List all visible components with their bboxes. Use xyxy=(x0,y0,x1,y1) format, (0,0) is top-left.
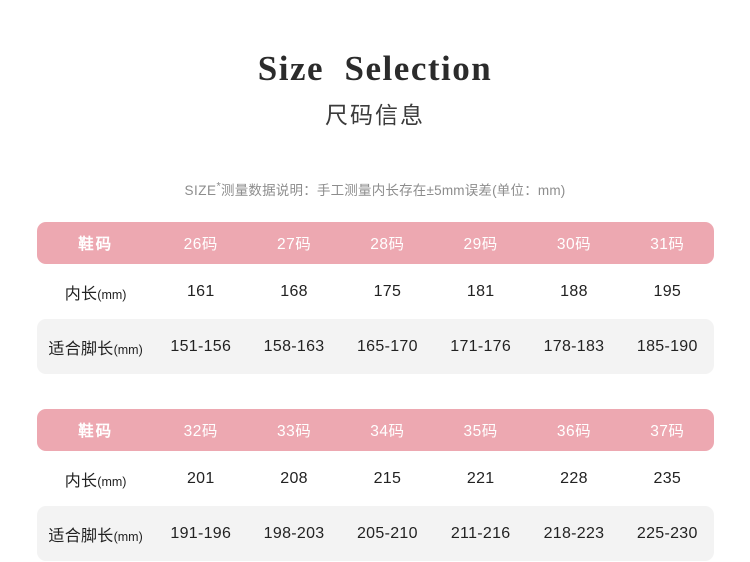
table-header-cell: 鞋码 xyxy=(37,222,155,264)
table-row: 内长(mm) 161 168 175 181 188 195 xyxy=(37,264,714,319)
table-cell: 205-210 xyxy=(340,506,435,561)
table-cell: 211-216 xyxy=(434,506,528,561)
table-cell: 225-230 xyxy=(620,506,714,561)
row-label-text: 内长 xyxy=(64,285,98,303)
table-cell: 228 xyxy=(527,451,621,506)
size-table-large: 鞋码 32码 33码 34码 35码 36码 37码 内长(mm) 201 20… xyxy=(37,409,714,561)
table-header-row: 鞋码 26码 27码 28码 29码 30码 31码 xyxy=(37,222,714,264)
note-text: 测量数据说明：手工测量内长存在±5mm误差(单位：mm) xyxy=(221,183,566,198)
page-title-english: Size Selection xyxy=(257,49,493,88)
table-header-cell: 31码 xyxy=(620,222,714,264)
table-header-cell: 28码 xyxy=(340,222,435,264)
row-label-text: 内长 xyxy=(64,472,98,490)
note-size-word: SIZE xyxy=(184,183,217,198)
table-header-cell: 鞋码 xyxy=(37,409,155,451)
row-label-foot-length: 适合脚长(mm) xyxy=(37,506,155,561)
table-cell: 185-190 xyxy=(620,319,714,374)
table-row: 适合脚长(mm) 191-196 198-203 205-210 211-216… xyxy=(37,506,714,561)
row-label-unit: (mm) xyxy=(113,529,143,544)
row-label-inner-length: 内长(mm) xyxy=(37,264,155,319)
table-cell: 158-163 xyxy=(247,319,341,374)
table-cell: 188 xyxy=(527,264,621,319)
table-cell: 198-203 xyxy=(247,506,341,561)
table-header-cell: 35码 xyxy=(434,409,528,451)
table-header-cell: 33码 xyxy=(247,409,341,451)
measurement-note: SIZE*测量数据说明：手工测量内长存在±5mm误差(单位：mm) xyxy=(0,181,750,201)
table-header-cell: 37码 xyxy=(620,409,714,451)
page-title-chinese: 尺码信息 xyxy=(325,102,425,128)
table-cell: 171-176 xyxy=(434,319,528,374)
table-cell: 161 xyxy=(154,264,248,319)
table-cell: 195 xyxy=(620,264,714,319)
table-cell: 191-196 xyxy=(154,506,248,561)
note-asterisk: * xyxy=(216,180,221,193)
table-cell: 178-183 xyxy=(527,319,621,374)
table-cell: 165-170 xyxy=(340,319,435,374)
table-row: 适合脚长(mm) 151-156 158-163 165-170 171-176… xyxy=(37,319,714,374)
table-cell: 208 xyxy=(247,451,341,506)
table-header-row: 鞋码 32码 33码 34码 35码 36码 37码 xyxy=(37,409,714,451)
row-label-text: 适合脚长 xyxy=(48,527,114,545)
row-label-unit: (mm) xyxy=(97,287,127,302)
title-block: Size Selection 尺码信息 xyxy=(0,48,750,130)
row-label-unit: (mm) xyxy=(113,342,143,357)
table-row: 内长(mm) 201 208 215 221 228 235 xyxy=(37,451,714,506)
table-header-cell: 29码 xyxy=(434,222,528,264)
row-label-text: 适合脚长 xyxy=(48,340,114,358)
table-cell: 168 xyxy=(247,264,341,319)
table-header-cell: 36码 xyxy=(527,409,621,451)
table-cell: 175 xyxy=(340,264,435,319)
table-cell: 235 xyxy=(620,451,714,506)
table-cell: 221 xyxy=(434,451,528,506)
table-cell: 218-223 xyxy=(527,506,621,561)
row-label-inner-length: 内长(mm) xyxy=(37,451,155,506)
row-label-unit: (mm) xyxy=(97,474,127,489)
table-header-cell: 30码 xyxy=(527,222,621,264)
table-cell: 215 xyxy=(340,451,435,506)
row-label-foot-length: 适合脚长(mm) xyxy=(37,319,155,374)
table-header-cell: 32码 xyxy=(154,409,248,451)
table-header-cell: 34码 xyxy=(340,409,435,451)
table-cell: 151-156 xyxy=(154,319,248,374)
table-cell: 201 xyxy=(154,451,248,506)
table-header-cell: 27码 xyxy=(247,222,341,264)
table-cell: 181 xyxy=(434,264,528,319)
size-table-small: 鞋码 26码 27码 28码 29码 30码 31码 内长(mm) 161 16… xyxy=(37,222,714,374)
table-header-cell: 26码 xyxy=(154,222,248,264)
